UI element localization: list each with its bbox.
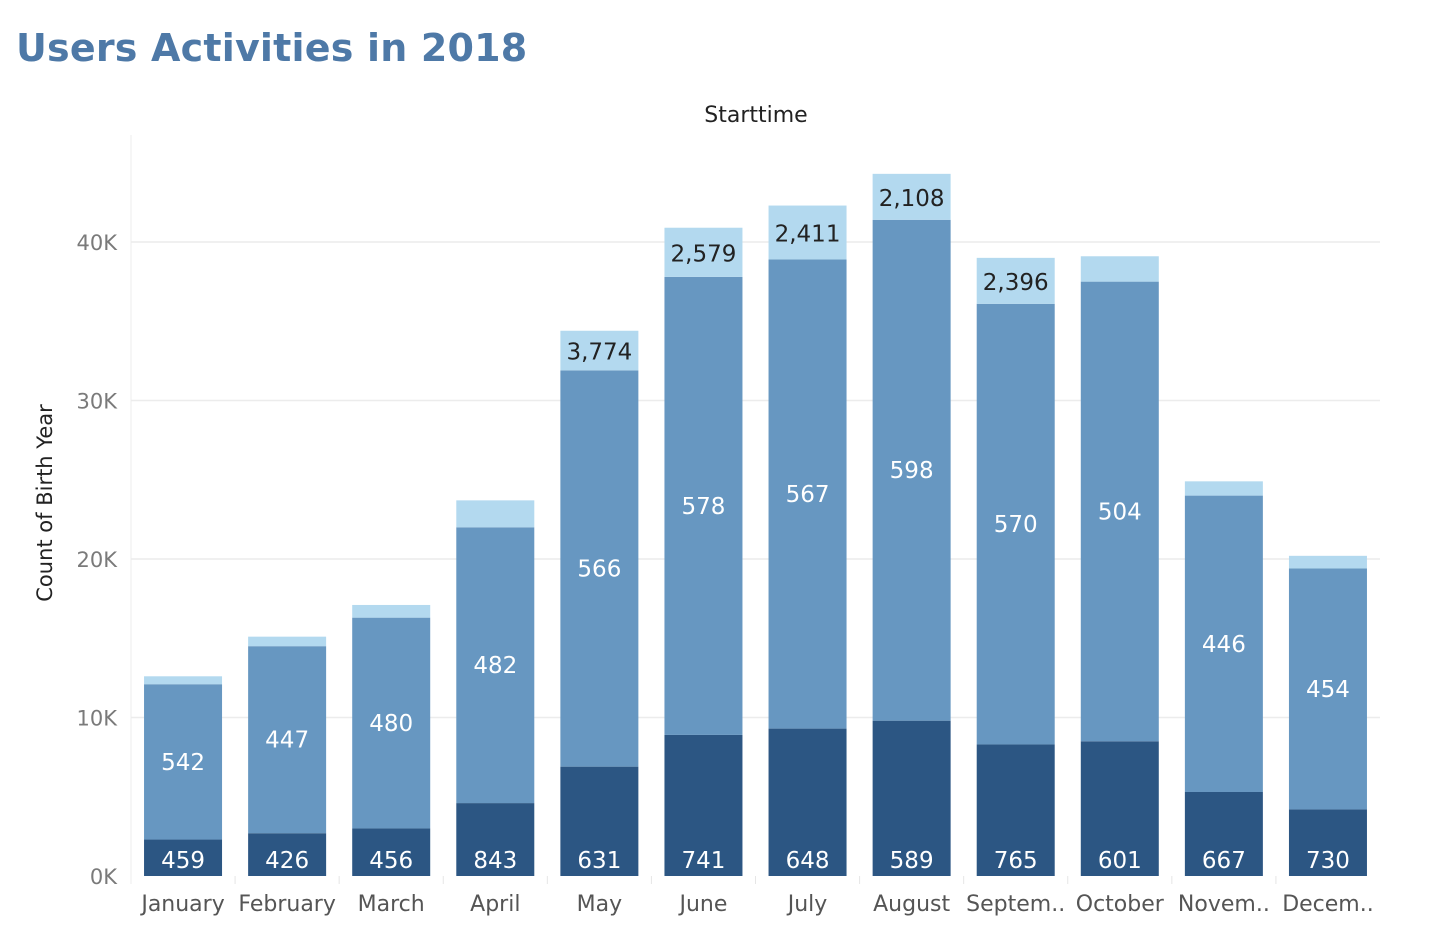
x-tick-label: Novem.. xyxy=(1178,892,1270,917)
x-tick-label: April xyxy=(470,892,520,917)
x-tick-label: July xyxy=(786,892,828,917)
bar-segment-top xyxy=(1080,256,1159,282)
bar-segment-top xyxy=(144,676,223,685)
bar-segment-top xyxy=(976,257,1055,304)
column-header: Starttime xyxy=(704,103,808,128)
bar-segment-top xyxy=(768,205,847,260)
x-tick-label: February xyxy=(238,892,336,917)
data-label: 631 xyxy=(577,848,621,874)
bar-segment-bottom xyxy=(1288,809,1367,876)
x-tick-label: May xyxy=(577,892,622,917)
data-label: 3,774 xyxy=(566,340,632,366)
y-tick-label: 40K xyxy=(77,231,119,255)
bar-segment-middle xyxy=(352,617,431,829)
data-label: 566 xyxy=(577,557,621,583)
bar-segment-middle xyxy=(560,370,639,767)
bar-segment-top xyxy=(560,330,639,371)
data-label: 567 xyxy=(786,482,830,508)
data-label: 480 xyxy=(369,711,413,737)
data-label: 454 xyxy=(1306,677,1350,703)
bar-segment-middle xyxy=(768,259,847,729)
data-label: 667 xyxy=(1202,848,1246,874)
bar-segment-middle xyxy=(1288,568,1367,810)
y-tick-label: 20K xyxy=(77,548,119,572)
data-label: 589 xyxy=(890,848,934,874)
bar-segment-middle xyxy=(872,219,951,721)
data-label: 2,108 xyxy=(879,186,945,212)
bar-segment-bottom xyxy=(560,766,639,876)
data-label: 2,396 xyxy=(983,270,1049,296)
data-label: 578 xyxy=(682,494,726,520)
bar-segment-middle xyxy=(1184,495,1263,792)
bar-segment-bottom xyxy=(456,803,535,876)
bar-segment-bottom xyxy=(352,828,431,876)
x-tick-label: October xyxy=(1076,892,1165,917)
bar-segment-top xyxy=(872,173,951,220)
bar-segment-top xyxy=(1184,481,1263,496)
bar-segment-bottom xyxy=(768,728,847,876)
bar-segment-bottom xyxy=(144,839,223,876)
y-tick-label: 30K xyxy=(77,390,119,414)
bar-segment-bottom xyxy=(1184,791,1263,876)
x-tick-label: August xyxy=(873,892,950,917)
data-label: 765 xyxy=(994,848,1038,874)
data-label: 459 xyxy=(161,848,205,874)
bar-segment-top xyxy=(1288,555,1367,569)
data-label: 2,579 xyxy=(671,241,737,267)
bar-segment-middle xyxy=(1080,281,1159,742)
bar-segment-top xyxy=(352,604,431,618)
bar-segment-bottom xyxy=(976,744,1055,876)
data-label: 2,411 xyxy=(775,221,841,247)
bar-segment-top xyxy=(248,636,327,647)
data-label: 741 xyxy=(682,848,726,874)
bar-segment-middle xyxy=(976,303,1055,745)
data-label: 570 xyxy=(994,512,1038,538)
data-label: 843 xyxy=(473,848,517,874)
y-tick-label: 0K xyxy=(90,865,118,889)
data-label: 482 xyxy=(473,653,517,679)
x-tick-label: June xyxy=(677,892,727,917)
bar-segment-bottom xyxy=(872,720,951,876)
data-label: 542 xyxy=(161,750,205,776)
x-tick-label: January xyxy=(139,892,224,917)
data-label: 601 xyxy=(1098,848,1142,874)
data-label: 447 xyxy=(265,728,309,754)
bar-segment-bottom xyxy=(664,734,743,876)
data-label: 648 xyxy=(786,848,830,874)
data-label: 426 xyxy=(265,848,309,874)
bar-segment-middle xyxy=(144,684,223,840)
bar-segment-bottom xyxy=(1080,741,1159,876)
x-tick-label: Decem.. xyxy=(1282,892,1374,917)
x-tick-label: Septem.. xyxy=(966,892,1065,917)
data-label: 504 xyxy=(1098,499,1142,525)
bar-segment-middle xyxy=(664,276,743,735)
chart-title: Users Activities in 2018 xyxy=(16,26,528,70)
data-label: 456 xyxy=(369,848,413,874)
data-label: 730 xyxy=(1306,848,1350,874)
bar-segment-top xyxy=(664,227,743,277)
bar-segment-top xyxy=(456,500,535,528)
bar-segment-bottom xyxy=(248,833,327,876)
data-label: 446 xyxy=(1202,632,1246,658)
bar-segment-middle xyxy=(456,527,535,804)
data-label: 598 xyxy=(890,458,934,484)
x-tick-label: March xyxy=(358,892,425,917)
y-tick-label: 10K xyxy=(77,707,119,731)
bar-segment-middle xyxy=(248,646,327,834)
